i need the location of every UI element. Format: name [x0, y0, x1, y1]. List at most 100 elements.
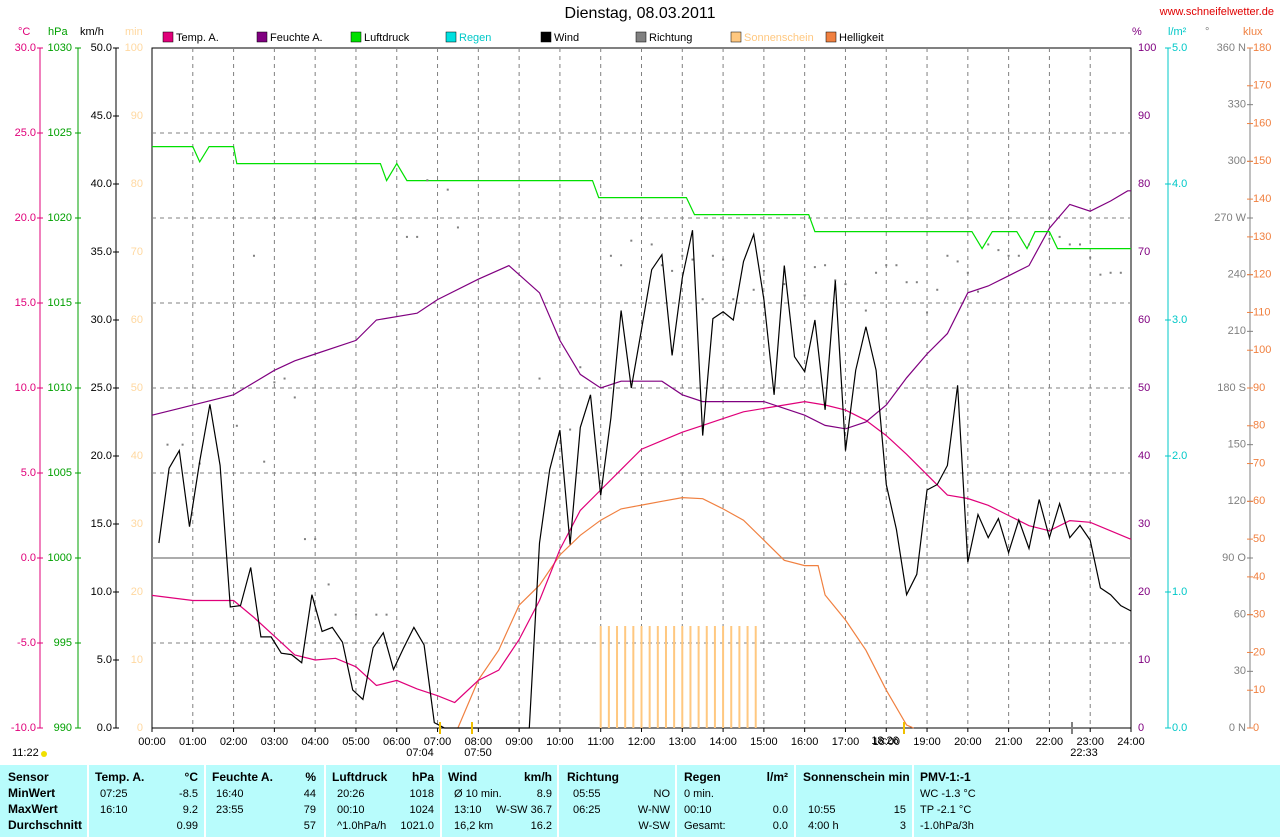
x-tick-label: 02:00: [220, 736, 248, 748]
axis-tick-label: 100: [1253, 344, 1271, 356]
direction-dot: [1068, 243, 1071, 246]
axis-tick-label: 140: [1253, 193, 1271, 205]
table-cell: NO: [654, 788, 671, 800]
legend-label: Regen: [459, 32, 491, 44]
table-cell: -1.0hPa/3h: [920, 820, 974, 832]
x-tick-label: 07:00: [424, 736, 452, 748]
axis-tick-label: 4.0: [1172, 178, 1187, 190]
axis-tick-label: 10.0: [91, 586, 112, 598]
direction-dot: [235, 424, 238, 427]
table-cell: 9.2: [183, 804, 198, 816]
direction-dot: [273, 381, 276, 384]
axis-tick-label: 25.0: [91, 382, 112, 394]
axis-tick-label: 1010: [48, 382, 72, 394]
legend-label: Wind: [554, 32, 579, 44]
axis-tick-label: 1015: [48, 297, 72, 309]
axis-tick-label: 20.0: [15, 212, 36, 224]
axis-tick-label: 10.0: [15, 382, 36, 394]
direction-dot: [936, 288, 939, 291]
direction-dot: [650, 243, 653, 246]
axis-tick-label: 30: [131, 518, 143, 530]
legend-swatch: [256, 31, 268, 43]
direction-dot: [701, 298, 704, 301]
axis-tick-label: 10: [1253, 684, 1265, 696]
x-tick-label: 04:00: [301, 736, 329, 748]
axis-tick-label: 210: [1228, 325, 1246, 337]
direction-dot: [711, 254, 714, 257]
axis-tick-label: 120: [1228, 495, 1246, 507]
sun-time: 18:26: [871, 735, 899, 747]
x-tick-label: 09:00: [505, 736, 533, 748]
legend-label: Helligkeit: [839, 32, 884, 44]
direction-dot: [681, 254, 684, 257]
direction-dot: [569, 428, 572, 431]
table-cell: 79: [304, 804, 316, 816]
axis-tick-label: 360 N: [1217, 42, 1246, 54]
axis-tick-label: 160: [1253, 117, 1271, 129]
table-cell: W-SW: [638, 820, 670, 832]
direction-dot: [181, 443, 184, 446]
direction-dot: [875, 271, 878, 274]
direction-dot: [416, 235, 419, 238]
direction-dot: [609, 254, 612, 257]
axis-tick-label: 40: [1138, 450, 1150, 462]
table-cell: 16:10: [100, 804, 128, 816]
direction-dot: [1017, 254, 1020, 257]
axis-tick-label: 3.0: [1172, 314, 1187, 326]
table-header: Sonnenschein min: [803, 770, 910, 784]
axis-tick-label: 15.0: [15, 297, 36, 309]
axis-tick-label: 80: [1138, 178, 1150, 190]
x-tick-label: 11:00: [587, 736, 614, 748]
table-header: Temp. A.: [95, 770, 144, 784]
axis-tick-label: 50: [1138, 382, 1150, 394]
table-cell: TP -2.1 °C: [920, 804, 971, 816]
table-cell: 16.2: [531, 820, 552, 832]
x-tick-label: 22:00: [1036, 736, 1064, 748]
sun-time: 07:50: [464, 747, 492, 759]
table-header: Feuchte A.: [212, 770, 273, 784]
axis-tick-label: 1000: [48, 552, 72, 564]
axis-tick-label: 60: [131, 314, 143, 326]
direction-dot: [293, 396, 296, 399]
legend-label: Temp. A.: [176, 32, 219, 44]
table-cell: 0.0: [773, 820, 788, 832]
x-tick-label: 15:00: [750, 736, 778, 748]
x-tick-label: 10:00: [546, 736, 574, 748]
table-header: °C: [185, 770, 199, 784]
table-cell: 23:55: [216, 804, 244, 816]
x-tick-label: 20:00: [954, 736, 982, 748]
x-tick-label: 18:00: [872, 736, 900, 748]
direction-dot: [385, 613, 388, 616]
axis-tick-label: 70: [1253, 457, 1265, 469]
table-cell: 16,2 km: [454, 820, 493, 832]
direction-dot: [314, 538, 317, 541]
table-cell: 07:25: [100, 788, 128, 800]
x-tick-label: 06:00: [383, 736, 411, 748]
axis-tick-label: 5.0: [21, 467, 36, 479]
direction-dot: [375, 613, 378, 616]
direction-dot: [803, 294, 806, 297]
direction-dot: [987, 243, 990, 246]
x-tick-label: 12:00: [628, 736, 656, 748]
axis-tick-label: 300: [1228, 155, 1246, 167]
axis-tick-label: 1.0: [1172, 586, 1187, 598]
table-cell: 16:40: [216, 788, 244, 800]
axis-tick-label: 40: [1253, 571, 1265, 583]
direction-dot: [722, 258, 725, 261]
direction-dot: [997, 249, 1000, 252]
direction-dot: [1099, 273, 1102, 276]
sun-time: 22:33: [1070, 747, 1098, 759]
table-header: Richtung: [567, 770, 619, 784]
legend-label: Sonnenschein: [744, 32, 814, 44]
axis-tick-label: 50.0: [91, 42, 112, 54]
axis-tick-label: 60: [1253, 495, 1265, 507]
table-cell: 3: [900, 820, 906, 832]
x-tick-label: 19:00: [913, 736, 941, 748]
direction-dot: [1028, 243, 1031, 246]
direction-dot: [926, 311, 929, 314]
axis-tick-label: -5.0: [17, 637, 36, 649]
axis-tick-label: 60: [1138, 314, 1150, 326]
table-cell: 1024: [410, 804, 434, 816]
table-cell: 13:10: [454, 804, 482, 816]
direction-dot: [691, 258, 694, 261]
